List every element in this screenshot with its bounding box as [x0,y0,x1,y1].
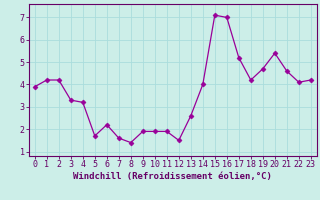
X-axis label: Windchill (Refroidissement éolien,°C): Windchill (Refroidissement éolien,°C) [73,172,272,181]
